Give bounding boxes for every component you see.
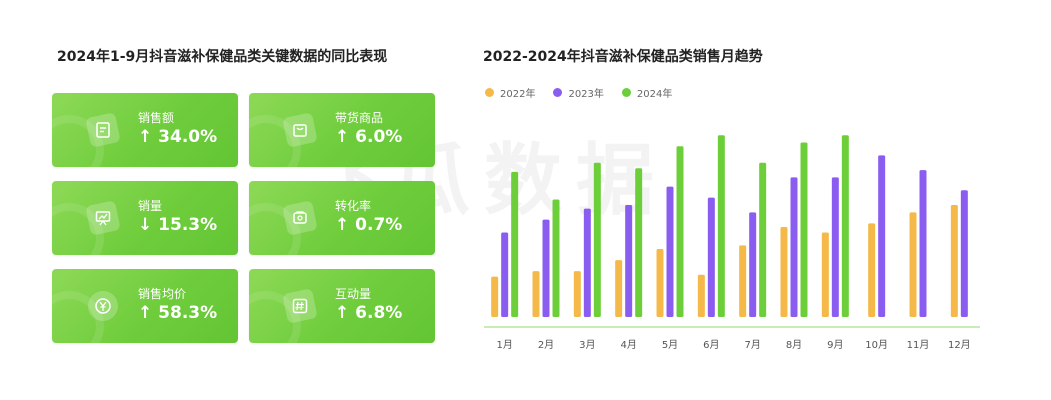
cart-icon bbox=[282, 200, 318, 236]
x-tick-label: 3月 bbox=[579, 339, 595, 351]
kpi-value: ↑ 34.0% bbox=[138, 127, 218, 147]
bar-2022年-8月 bbox=[780, 227, 788, 317]
bar-2023年-10月 bbox=[878, 155, 886, 317]
trend-board-icon bbox=[85, 200, 121, 236]
kpi-value: ↑ 0.7% bbox=[335, 215, 403, 235]
card-decoration bbox=[249, 291, 301, 343]
legend-item: 2022年 bbox=[485, 85, 535, 100]
bar-2023年-2月 bbox=[542, 219, 550, 317]
card-decoration bbox=[52, 291, 104, 343]
legend-swatch bbox=[485, 88, 494, 97]
x-tick-label: 10月 bbox=[865, 339, 888, 351]
yen-icon bbox=[85, 288, 121, 324]
bar-2022年-11月 bbox=[909, 212, 917, 317]
x-tick-label: 7月 bbox=[744, 339, 760, 351]
bar-2024年-9月 bbox=[841, 135, 849, 317]
bar-2023年-4月 bbox=[625, 204, 633, 317]
bar-2022年-2月 bbox=[532, 271, 540, 317]
bar-2024年-3月 bbox=[593, 162, 601, 317]
legend-label: 2023年 bbox=[568, 89, 604, 100]
legend-label: 2022年 bbox=[500, 89, 536, 100]
chart-legend: 2022年 2023年 2024年 bbox=[485, 85, 672, 100]
chart-title: 2022-2024年抖音滋补保健品类销售月趋势 bbox=[483, 49, 763, 65]
bar-2022年-6月 bbox=[697, 274, 705, 317]
kpi-card-sales: 销售额 ↑ 34.0% bbox=[52, 93, 238, 167]
bar-2024年-2月 bbox=[552, 199, 560, 317]
box-icon bbox=[282, 112, 318, 148]
x-tick-label: 5月 bbox=[662, 339, 678, 351]
x-tick-label: 12月 bbox=[948, 339, 971, 351]
bar-2023年-11月 bbox=[919, 170, 927, 317]
kpi-value: ↑ 6.8% bbox=[335, 303, 403, 323]
kpi-value: ↑ 58.3% bbox=[138, 303, 218, 323]
x-tick-label: 6月 bbox=[703, 339, 719, 351]
legend-item: 2023年 bbox=[553, 85, 604, 100]
kpi-label: 销量 bbox=[138, 199, 163, 213]
x-tick-label: 9月 bbox=[827, 339, 843, 351]
x-tick-label: 1月 bbox=[496, 339, 512, 351]
kpi-label: 互动量 bbox=[335, 287, 372, 301]
bar-2023年-9月 bbox=[831, 177, 839, 317]
bar-2022年-3月 bbox=[573, 271, 581, 317]
kpi-label: 销售额 bbox=[138, 111, 175, 125]
x-tick-label: 8月 bbox=[786, 339, 802, 351]
kpi-card-avg-price: 销售均价 ↑ 58.3% bbox=[52, 269, 238, 343]
bar-2022年-9月 bbox=[821, 232, 829, 317]
kpi-value: ↓ 15.3% bbox=[138, 215, 218, 235]
x-tick-label: 2月 bbox=[538, 339, 554, 351]
bar-2023年-6月 bbox=[707, 197, 715, 317]
card-decoration bbox=[52, 203, 104, 255]
bar-2024年-5月 bbox=[676, 146, 684, 317]
legend-label: 2024年 bbox=[636, 89, 673, 100]
legend-swatch bbox=[621, 88, 631, 97]
kpi-section-title: 2024年1-9月抖音滋补保健品类关键数据的同比表现 bbox=[57, 49, 388, 65]
card-decoration bbox=[249, 203, 301, 255]
receipt-icon bbox=[85, 112, 121, 148]
bar-2022年-1月 bbox=[491, 276, 499, 317]
bar-2022年-7月 bbox=[739, 245, 747, 317]
kpi-card-products: 带货商品 ↑ 6.0% bbox=[249, 93, 435, 167]
kpi-label: 带货商品 bbox=[335, 111, 384, 125]
kpi-card-volume: 销量 ↓ 15.3% bbox=[52, 181, 238, 255]
bar-2024年-1月 bbox=[511, 171, 519, 317]
bar-2022年-10月 bbox=[868, 223, 876, 317]
bar-2022年-12月 bbox=[950, 204, 958, 317]
kpi-value: ↑ 6.0% bbox=[335, 127, 403, 147]
hashtag-icon bbox=[282, 288, 318, 324]
bar-2023年-8月 bbox=[790, 177, 798, 317]
kpi-label: 转化率 bbox=[335, 199, 372, 213]
x-tick-label: 4月 bbox=[620, 339, 636, 351]
legend-item: 2024年 bbox=[621, 85, 673, 100]
bar-2023年-7月 bbox=[749, 212, 757, 317]
legend-swatch bbox=[553, 88, 563, 97]
bar-2024年-7月 bbox=[759, 162, 767, 317]
bar-2022年-5月 bbox=[656, 249, 664, 317]
bar-2023年-5月 bbox=[666, 186, 674, 317]
card-decoration bbox=[52, 115, 104, 167]
kpi-label: 销售均价 bbox=[138, 287, 187, 301]
kpi-card-engagement: 互动量 ↑ 6.8% bbox=[249, 269, 435, 343]
kpi-card-conversion: 转化率 ↑ 0.7% bbox=[249, 181, 435, 255]
bar-2023年-12月 bbox=[960, 190, 968, 317]
card-decoration bbox=[249, 115, 301, 167]
bar-2022年-4月 bbox=[615, 260, 623, 317]
bar-2023年-1月 bbox=[501, 232, 509, 317]
bar-2023年-3月 bbox=[583, 208, 591, 317]
bar-2024年-6月 bbox=[717, 135, 725, 317]
bar-2024年-4月 bbox=[635, 168, 643, 317]
bar-2024年-8月 bbox=[800, 142, 808, 317]
x-tick-label: 11月 bbox=[907, 339, 930, 351]
